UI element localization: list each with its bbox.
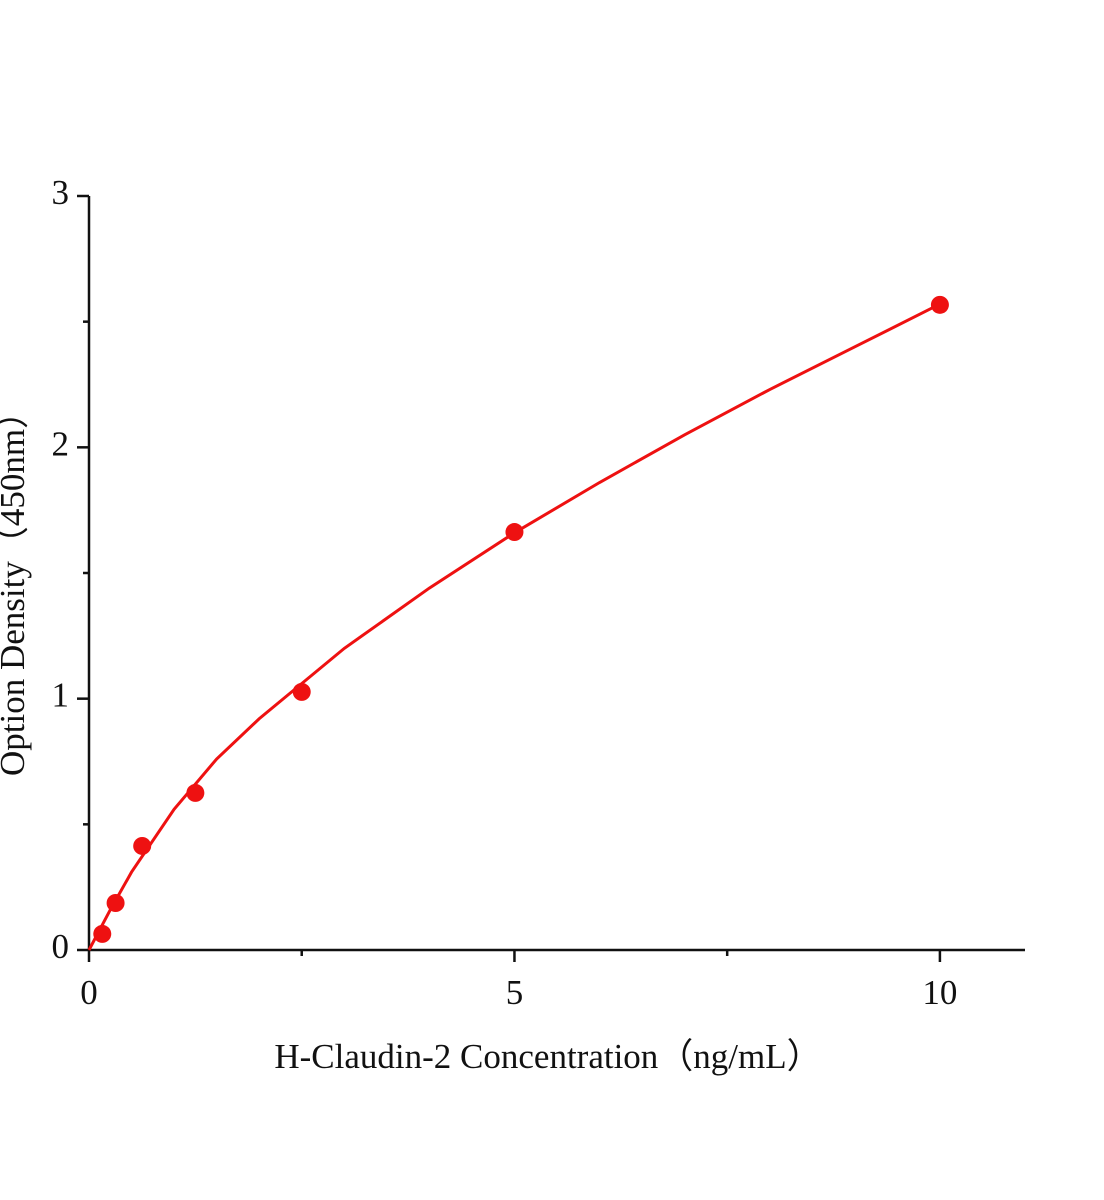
data-point	[133, 836, 152, 855]
y-tick-label: 1	[52, 676, 70, 715]
y-axis-label: Option Density（450nm）	[0, 394, 32, 776]
x-tick-label: 10	[922, 973, 957, 1012]
x-tick-label: 0	[80, 973, 98, 1012]
data-point	[106, 894, 125, 913]
data-point	[505, 523, 524, 542]
y-tick-label: 0	[52, 927, 70, 966]
x-axis-label: H-Claudin-2 Concentration（ng/mL）	[274, 1037, 821, 1076]
data-point	[93, 924, 112, 943]
y-tick-label: 2	[52, 424, 70, 463]
fit-curve	[87, 302, 941, 951]
data-point	[292, 682, 311, 701]
data-point	[930, 295, 949, 314]
data-point	[186, 783, 205, 802]
y-tick-label: 3	[52, 173, 70, 212]
x-tick-label: 5	[506, 973, 524, 1012]
